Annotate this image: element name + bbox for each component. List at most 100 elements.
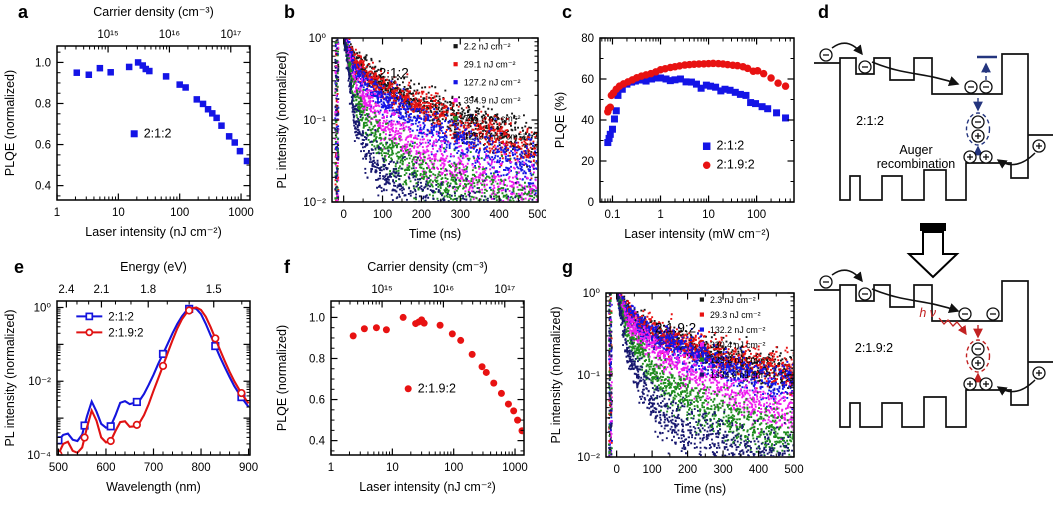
y-axis-label: PLQE (%) xyxy=(553,92,567,148)
svg-text:10⁻²: 10⁻² xyxy=(303,197,326,209)
photon-label: h ν xyxy=(919,306,936,320)
svg-text:2.1: 2.1 xyxy=(93,284,109,296)
svg-text:40: 40 xyxy=(581,115,594,127)
axes: 0.1 1 10 100 0 20 40 60 80 xyxy=(581,33,794,221)
series-2:1.9:2 xyxy=(57,306,250,455)
electron-icon xyxy=(971,342,985,356)
svg-text:0.4: 0.4 xyxy=(309,436,326,448)
svg-text:127.2 nJ cm⁻²: 127.2 nJ cm⁻² xyxy=(464,78,521,88)
panel-label-e: e xyxy=(14,257,25,277)
hole-injection-arrow xyxy=(996,152,1036,169)
svg-text:29.3 nJ cm⁻²: 29.3 nJ cm⁻² xyxy=(710,310,761,320)
svg-text:500: 500 xyxy=(49,462,68,474)
svg-text:10¹⁵: 10¹⁵ xyxy=(371,284,393,296)
band-outline xyxy=(839,280,1029,428)
electron-icon xyxy=(986,307,1000,321)
electron-icon xyxy=(819,275,833,289)
svg-text:800: 800 xyxy=(191,462,210,474)
legend: 2:1:2 2:1.9:2 xyxy=(702,139,755,172)
panel-a: a 1 10 100 1000 0.4 0.6 0.8 1.0 10¹⁵ 10¹⁶ 10¹⁷ Carr… xyxy=(0,0,270,252)
panel-label-g: g xyxy=(562,257,573,277)
svg-text:600: 600 xyxy=(96,462,115,474)
electron-icon xyxy=(979,80,993,94)
transition-arrow xyxy=(906,223,960,279)
legend: 2.3 nJ cm⁻² 29.3 nJ cm⁻² 132.2 nJ cm⁻² 330.… xyxy=(699,295,770,380)
electron-transfer-arrow xyxy=(871,61,960,86)
y-axis-label: PLQE (normalized) xyxy=(275,325,289,431)
svg-text:10¹⁶: 10¹⁶ xyxy=(159,29,181,41)
series-2:1.9:2 xyxy=(604,59,790,116)
series-layer xyxy=(349,313,524,435)
svg-text:2.4: 2.4 xyxy=(58,284,75,296)
ratio-label: 2:1.9:2 xyxy=(855,341,893,355)
axes: 0 100 200 300 400 500 10⁰ 10⁻¹ 10⁻² xyxy=(577,288,803,476)
panel-label-b: b xyxy=(284,2,295,22)
svg-text:500: 500 xyxy=(784,464,803,476)
svg-text:132.2 nJ cm⁻²: 132.2 nJ cm⁻² xyxy=(710,325,766,335)
svg-text:400: 400 xyxy=(490,209,509,221)
svg-text:700: 700 xyxy=(144,462,163,474)
series-cloud-2 xyxy=(608,293,794,456)
x-axis-label: Time (ns) xyxy=(674,482,726,496)
hole-icon xyxy=(971,356,985,370)
auger-label-line2: recombination xyxy=(877,157,956,171)
series-cloud-1 xyxy=(334,38,538,202)
svg-text:10⁰: 10⁰ xyxy=(309,33,327,45)
axes: 1 10 100 1000 0.4 0.6 0.8 1.0 10¹⁵ 10¹⁶ 10¹⁷ Carrie… xyxy=(309,260,528,474)
plot-g: 0 100 200 300 400 500 10⁰ 10⁻¹ 10⁻² Time (ns) PL i… xyxy=(549,288,804,496)
panel-c: c 0.1 1 10 100 0 20 40 60 80 Laser intensity (mW … xyxy=(546,0,808,252)
svg-text:80: 80 xyxy=(581,33,594,45)
chart-f: 1 10 100 1000 0.4 0.6 0.8 1.0 10¹⁵ 10¹⁶ 10¹⁷ Carrie… xyxy=(275,260,528,494)
svg-text:0.8: 0.8 xyxy=(35,98,51,110)
electron-icon xyxy=(858,287,872,301)
chart-c: 0.1 1 10 100 0 20 40 60 80 Laser intensity (mW cm… xyxy=(553,33,795,241)
svg-text:100: 100 xyxy=(643,464,662,476)
svg-text:10¹⁷: 10¹⁷ xyxy=(494,284,515,296)
svg-text:10⁰: 10⁰ xyxy=(34,302,52,314)
arrow-body xyxy=(906,231,960,279)
svg-text:1259.0 nJ cm⁻²: 1259.0 nJ cm⁻² xyxy=(464,132,526,142)
electron-icon xyxy=(958,307,972,321)
hole-icon xyxy=(963,377,977,391)
svg-text:400: 400 xyxy=(749,464,768,476)
chart-g: 0 100 200 300 400 500 10⁰ 10⁻¹ 10⁻² Time (ns) PL i… xyxy=(549,288,804,496)
x-axis-label: Time (ns) xyxy=(409,227,461,241)
chart-e: 500 600 700 800 900 10⁰ 10⁻² 10⁻⁴ 2.4 2.1 1.8 1.5 En… xyxy=(3,260,258,494)
y-axis-label: PL intensity (normalized) xyxy=(3,309,17,446)
x-axis-label: Laser intensity (nJ cm⁻²) xyxy=(359,480,496,494)
photon-wavy-arrow xyxy=(938,317,967,336)
svg-text:2:1.9:2: 2:1.9:2 xyxy=(108,327,143,339)
panel-label-d: d xyxy=(818,2,829,22)
exciton-ellipse xyxy=(965,112,991,146)
svg-text:100: 100 xyxy=(747,209,766,221)
svg-text:2.2 nJ cm⁻²: 2.2 nJ cm⁻² xyxy=(464,42,511,52)
svg-text:330.4 nJ cm⁻²: 330.4 nJ cm⁻² xyxy=(710,340,766,350)
svg-text:10: 10 xyxy=(112,207,125,219)
svg-text:1: 1 xyxy=(657,209,663,221)
svg-text:1.8: 1.8 xyxy=(140,284,156,296)
svg-text:900: 900 xyxy=(239,462,258,474)
svg-text:200: 200 xyxy=(678,464,697,476)
svg-text:0: 0 xyxy=(613,464,619,476)
legend: 2.2 nJ cm⁻² 29.1 nJ cm⁻² 127.2 nJ cm⁻² 394.… xyxy=(453,42,526,142)
electron-icon xyxy=(858,60,872,74)
svg-text:0: 0 xyxy=(588,197,594,209)
series-2:1:2 xyxy=(604,74,790,147)
plot-frame xyxy=(330,300,525,456)
diagram-212: 2:1:2 Auger recombination xyxy=(814,42,1053,201)
svg-text:2:1:2: 2:1:2 xyxy=(716,139,744,153)
svg-text:10: 10 xyxy=(702,209,715,221)
svg-text:10: 10 xyxy=(386,462,399,474)
series-cloud-4 xyxy=(608,293,794,456)
panel-g: g 0 100 200 300 400 500 10⁰ 10⁻¹ 10⁻² Time (ns) PL… xyxy=(546,255,808,507)
svg-text:200: 200 xyxy=(412,209,431,221)
svg-text:10⁻²: 10⁻² xyxy=(577,452,600,464)
svg-text:1000: 1000 xyxy=(502,462,528,474)
legend: 2:1:2 2:1.9:2 xyxy=(76,311,143,339)
electron-icon xyxy=(964,80,978,94)
svg-text:20: 20 xyxy=(581,156,594,168)
legend: 2:1.9:2 xyxy=(404,381,456,395)
svg-text:0.1: 0.1 xyxy=(604,209,620,221)
svg-text:1000: 1000 xyxy=(228,207,254,219)
